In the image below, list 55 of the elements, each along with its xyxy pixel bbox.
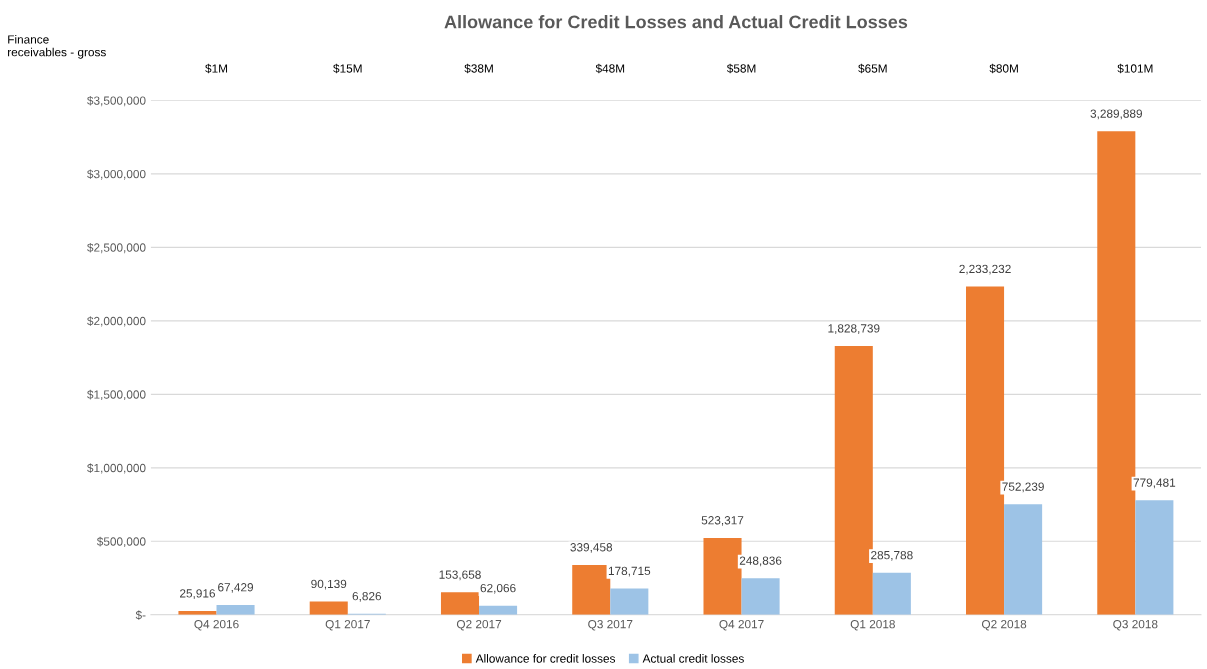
y-tick-label: $3,000,000 bbox=[87, 169, 146, 180]
bar bbox=[741, 578, 780, 615]
y-tick-label: $2,500,000 bbox=[87, 242, 146, 254]
data-label: 6,826 bbox=[352, 592, 382, 602]
data-label: 248,836 bbox=[739, 556, 782, 567]
y-tick-label: $2,000,000 bbox=[87, 316, 146, 327]
data-label: 1,828,739 bbox=[828, 324, 880, 334]
text: $38M bbox=[464, 63, 493, 74]
y-tick-label: $500,000 bbox=[96, 536, 146, 548]
bar bbox=[834, 346, 873, 615]
bar bbox=[1004, 504, 1043, 615]
y-tick-label: $1,000,000 bbox=[87, 463, 146, 474]
data-label: 779,481 bbox=[1133, 478, 1176, 489]
bar bbox=[610, 588, 649, 615]
data-label: 25,916 bbox=[180, 589, 216, 599]
bar bbox=[309, 601, 348, 615]
legend-label: Actual credit losses bbox=[642, 654, 744, 663]
text: $101M bbox=[1117, 63, 1153, 74]
x-tick-label: Q2 2018 bbox=[981, 619, 1027, 631]
x-tick-label: Q1 2018 bbox=[850, 619, 895, 631]
bar bbox=[872, 572, 911, 615]
x-tick-label: Q1 2017 bbox=[325, 619, 370, 631]
data-label: 62,066 bbox=[480, 583, 516, 594]
data-label: 67,429 bbox=[218, 583, 254, 593]
x-tick-label: Q2 2017 bbox=[456, 619, 502, 631]
data-label: 523,317 bbox=[701, 516, 744, 526]
text: $58M bbox=[726, 63, 756, 74]
bar bbox=[703, 537, 742, 615]
data-label: 3,289,889 bbox=[1090, 109, 1142, 120]
data-label: 2,233,232 bbox=[959, 264, 1011, 275]
text: $15M bbox=[333, 63, 362, 74]
data-label: 285,788 bbox=[871, 551, 913, 561]
x-tick-label: Q3 2018 bbox=[1113, 619, 1158, 631]
x-tick-label: Q4 2016 bbox=[194, 619, 239, 631]
y-tick-label: $3,500,000 bbox=[87, 95, 146, 107]
data-label: 339,458 bbox=[570, 543, 613, 553]
legend-label: Allowance for credit losses bbox=[475, 654, 616, 663]
data-label: 752,239 bbox=[1002, 482, 1044, 493]
bar bbox=[440, 592, 480, 615]
data-label: 178,715 bbox=[608, 566, 651, 577]
text: $1M bbox=[205, 63, 228, 74]
x-tick-label: Q4 2017 bbox=[719, 619, 764, 631]
data-label: 90,139 bbox=[311, 579, 347, 590]
text: $48M bbox=[595, 63, 625, 74]
bar bbox=[1135, 500, 1174, 615]
y-tick-label: $- bbox=[135, 610, 146, 620]
text: Finance receivables - gross bbox=[8, 34, 106, 59]
chart-title: Allowance for Credit Losses and Actual Credit Losses bbox=[444, 15, 908, 29]
bar bbox=[216, 604, 255, 615]
y-tick-label: $1,500,000 bbox=[87, 389, 146, 401]
bar bbox=[572, 564, 611, 615]
data-label: 153,658 bbox=[439, 570, 481, 581]
text: $65M bbox=[858, 63, 887, 74]
x-tick-label: Q3 2017 bbox=[588, 619, 633, 631]
text: $80M bbox=[989, 63, 1018, 74]
